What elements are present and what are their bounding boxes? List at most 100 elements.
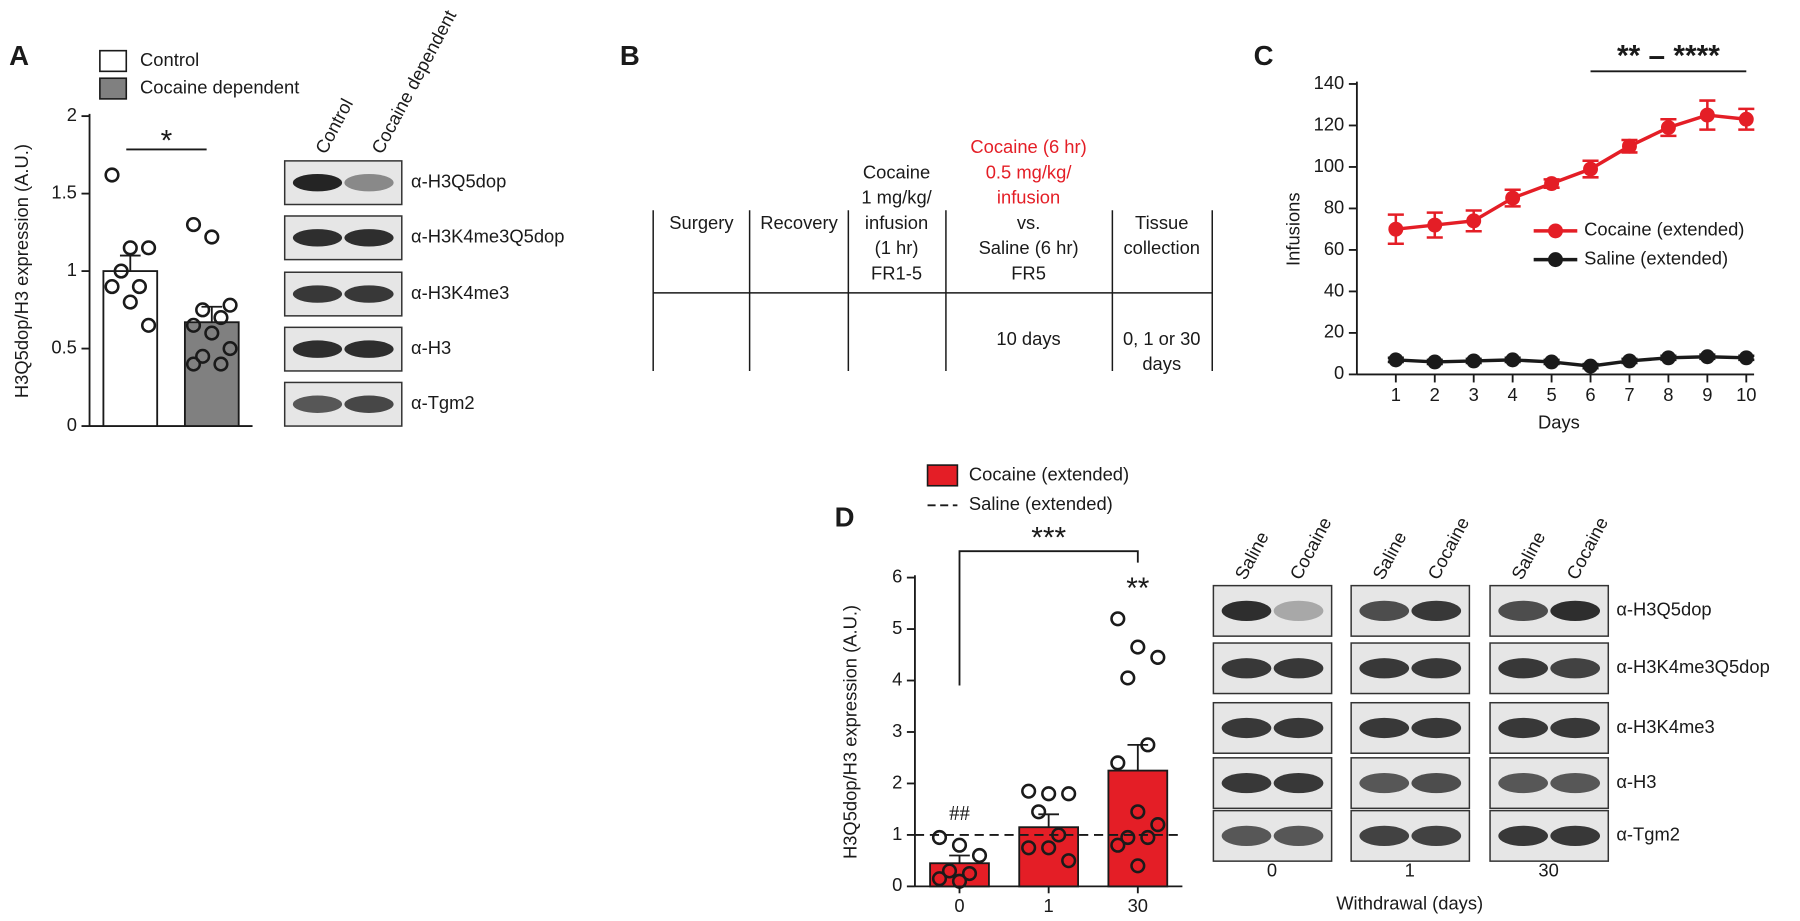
blot-band xyxy=(1550,772,1601,794)
series-line xyxy=(1395,355,1747,368)
protocol-text: FR1-5 xyxy=(871,262,922,283)
y-tick-label: 5 xyxy=(892,617,902,638)
protocol-text: collection xyxy=(1123,237,1200,258)
blot-band xyxy=(292,229,343,247)
blot-band xyxy=(1221,825,1272,846)
data-point xyxy=(971,847,988,864)
y-tick-label: 1 xyxy=(892,823,902,844)
panel-b-grid xyxy=(652,210,1213,371)
y-axis-label: Infusions xyxy=(1283,192,1304,265)
legend-marker xyxy=(1548,223,1563,239)
data-point xyxy=(1583,161,1598,177)
legend-label: Saline (extended) xyxy=(1584,247,1728,268)
y-tick-label: 100 xyxy=(1314,155,1345,176)
data-point xyxy=(1110,611,1126,627)
y-tick-label: 2 xyxy=(67,104,77,125)
protocol-text: (1 hr) xyxy=(875,237,919,258)
panel-label: A xyxy=(9,40,29,71)
protocol-text: Tissue xyxy=(1135,212,1188,233)
x-tick-label: 4 xyxy=(1508,384,1518,405)
blot-band xyxy=(1273,717,1324,739)
protocol-text: 1 mg/kg/ xyxy=(861,187,932,208)
data-point xyxy=(204,325,220,341)
blot-row-label: α-H3 xyxy=(1616,771,1656,792)
protocol-text: FR5 xyxy=(1011,262,1046,283)
blot-band xyxy=(292,285,343,303)
legend-marker xyxy=(1548,252,1563,268)
blot-column-label: Saline xyxy=(1368,528,1411,583)
data-point xyxy=(1120,670,1136,686)
blot-band xyxy=(344,173,394,192)
data-point xyxy=(1622,353,1637,369)
blot-row-label: α-H3 xyxy=(411,337,451,358)
y-tick-label: 60 xyxy=(1324,238,1344,259)
blot-band xyxy=(1411,772,1462,794)
legend-label: Cocaine (extended) xyxy=(969,463,1129,484)
blot-column-label: Cocaine xyxy=(1285,514,1335,583)
data-point xyxy=(222,340,238,357)
legend-swatch xyxy=(926,464,959,487)
error-bar xyxy=(119,254,141,272)
data-point xyxy=(113,263,129,279)
blot-column-label: Control xyxy=(311,95,357,157)
data-point xyxy=(1041,840,1057,856)
legend-label: Saline (extended) xyxy=(969,493,1113,514)
protocol-text: vs. xyxy=(1017,212,1040,233)
protocol-text-red: infusion xyxy=(997,187,1060,208)
y-tick-label: 3 xyxy=(892,720,902,741)
annotation: ** xyxy=(1126,572,1150,605)
data-point xyxy=(1738,350,1754,366)
y-tick-label: 6 xyxy=(892,565,902,586)
y-tick-label: 40 xyxy=(1324,279,1344,300)
blot-row-label: α-H3K4me3 xyxy=(411,282,509,303)
blot-band xyxy=(344,340,394,358)
blot-column-label: Saline xyxy=(1230,528,1273,583)
y-tick-label: 0 xyxy=(1334,362,1344,383)
x-tick-label: 9 xyxy=(1702,384,1712,405)
error-bar xyxy=(1127,743,1149,771)
data-point xyxy=(931,871,948,887)
y-tick-label: 0 xyxy=(892,874,902,895)
blot-band xyxy=(1498,717,1548,739)
x-tick-label: 8 xyxy=(1663,384,1673,405)
y-tick-label: 20 xyxy=(1324,321,1344,342)
x-tick-label: 0 xyxy=(954,895,964,916)
data-point xyxy=(1699,107,1715,123)
data-point xyxy=(1466,213,1482,229)
data-point xyxy=(1544,176,1560,192)
protocol-text: 10 days xyxy=(996,328,1060,349)
protocol-text: Saline (6 hr) xyxy=(979,237,1079,258)
data-point xyxy=(1110,755,1126,771)
data-point xyxy=(131,279,148,295)
data-point xyxy=(1427,217,1443,233)
data-point xyxy=(1388,352,1404,368)
blot-band xyxy=(344,395,394,413)
x-tick-label: 1 xyxy=(1391,384,1401,405)
blot-band xyxy=(1221,658,1272,679)
blot-band xyxy=(1498,772,1548,794)
blot-band xyxy=(1498,658,1548,679)
blot-band xyxy=(1221,600,1272,621)
data-point xyxy=(1738,111,1754,127)
protocol-text: 0, 1 or 30 xyxy=(1123,328,1201,349)
legend-label: Cocaine (extended) xyxy=(1584,219,1744,240)
bar xyxy=(1018,826,1080,888)
series-line xyxy=(1395,113,1747,231)
protocol-text: Surgery xyxy=(669,212,734,233)
blot-band xyxy=(344,285,394,303)
blot-band xyxy=(1411,600,1462,621)
data-point xyxy=(185,317,202,333)
data-point xyxy=(213,310,229,326)
y-tick-label: 140 xyxy=(1314,72,1345,93)
data-point xyxy=(1660,350,1676,366)
data-point xyxy=(1544,354,1560,370)
significance-bracket xyxy=(958,550,1139,686)
data-point xyxy=(1061,853,1077,869)
blot-band xyxy=(1550,600,1601,621)
data-point xyxy=(1110,837,1126,853)
protocol-text-red: 0.5 mg/kg/ xyxy=(986,161,1073,182)
x-tick-label: 6 xyxy=(1585,384,1595,405)
bar xyxy=(1107,769,1169,888)
data-point xyxy=(1140,829,1156,846)
data-point xyxy=(951,837,968,853)
